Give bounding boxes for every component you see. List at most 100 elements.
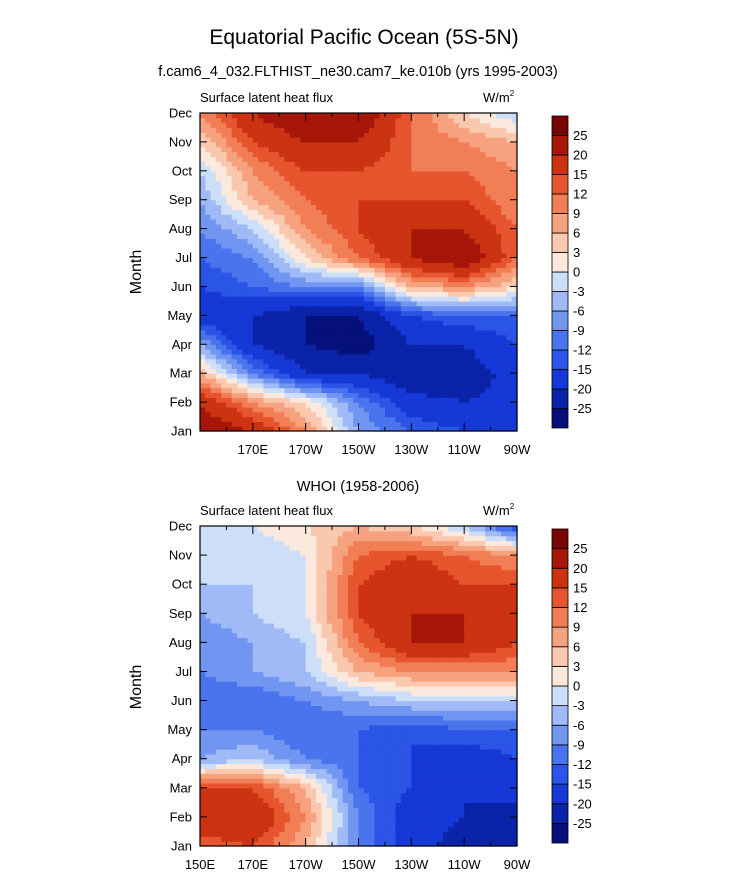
heatmap-cell (363, 368, 370, 374)
heatmap-cell (427, 223, 434, 230)
heatmap-cell (448, 841, 455, 847)
heatmap-cell (453, 146, 460, 153)
heatmap-cell (279, 329, 286, 336)
heatmap-cell (300, 325, 307, 331)
heatmap-cell (205, 406, 212, 413)
heatmap-cell (252, 291, 259, 297)
heatmap-cell (263, 185, 270, 191)
heatmap-cell (231, 122, 238, 129)
heatmap-cell (236, 353, 243, 360)
heatmap-cell (416, 238, 423, 244)
heatmap-cell (215, 325, 222, 331)
y-tick-label: Mar (170, 366, 193, 381)
heatmap-cell (258, 325, 264, 331)
heatmap-cell (200, 841, 206, 847)
heatmap-cell (369, 406, 375, 413)
heatmap-cell (332, 190, 338, 196)
heatmap-cell (495, 416, 502, 422)
heatmap-cell (279, 392, 286, 398)
heatmap-cell (221, 151, 228, 157)
heatmap-cell (226, 127, 233, 133)
heatmap-cell (236, 209, 243, 215)
heatmap-cell (231, 180, 238, 186)
heatmap-cell (458, 175, 465, 182)
heatmap-cell (284, 233, 291, 239)
heatmap-cell (384, 214, 391, 220)
heatmap-cell (374, 233, 381, 239)
heatmap-cell (458, 373, 465, 379)
heatmap-cell (200, 175, 206, 182)
heatmap-cell (474, 782, 481, 789)
heatmap-cell (379, 252, 386, 259)
heatmap-cell (443, 113, 449, 119)
heatmap-cell (485, 132, 492, 138)
heatmap-cell (295, 291, 301, 297)
heatmap-cell (273, 252, 280, 259)
heatmap-cell (226, 262, 233, 268)
heatmap-cell (448, 334, 455, 341)
heatmap-cell (310, 836, 317, 842)
heatmap-cell (395, 233, 402, 239)
heatmap-cell (210, 122, 217, 129)
heatmap-cell (300, 320, 307, 326)
heatmap-cell (221, 223, 228, 230)
heatmap-cell (215, 831, 222, 837)
heatmap-cell (284, 421, 291, 427)
heatmap-cell (279, 180, 286, 186)
heatmap-cell (242, 127, 249, 133)
heatmap-cell (374, 325, 381, 331)
heatmap-cell (221, 778, 228, 784)
heatmap-cell (490, 185, 497, 191)
heatmap-cell (384, 812, 391, 818)
heatmap-cell (337, 238, 344, 244)
heatmap-cell (501, 161, 508, 167)
heatmap-cell (258, 421, 264, 427)
heatmap-cell (501, 199, 508, 206)
heatmap-cell (427, 113, 434, 119)
heatmap-cell (305, 166, 312, 172)
heatmap-cell (421, 816, 428, 823)
heatmap-cell (448, 373, 455, 379)
heatmap-cell (427, 141, 434, 148)
heatmap-cell (485, 228, 492, 235)
heatmap-cell (511, 262, 518, 268)
heatmap-cell (258, 406, 264, 413)
heatmap-cell (390, 797, 397, 803)
heatmap-cell (501, 826, 508, 833)
heatmap-cell (443, 180, 449, 186)
heatmap-cell (316, 812, 323, 818)
heatmap-cell (464, 334, 471, 341)
heatmap-cell (453, 778, 460, 784)
heatmap-cell (453, 821, 460, 828)
heatmap-cell (205, 151, 212, 157)
heatmap-cell (384, 185, 391, 191)
heatmap-cell (495, 233, 502, 239)
heatmap-cell (474, 146, 481, 153)
heatmap-cell (247, 353, 254, 360)
heatmap-cell (432, 353, 439, 360)
heatmap-cell (469, 276, 476, 283)
heatmap-cell (289, 797, 296, 803)
heatmap-cell (490, 113, 497, 119)
heatmap-cell (268, 358, 275, 365)
panel-observations: WHOI (1958-2006) Surface latent heat flu… (128, 479, 592, 872)
heatmap-cell (390, 228, 397, 235)
heatmap-cell (369, 262, 375, 268)
heatmap-cell (310, 243, 317, 249)
heatmap-cell (363, 310, 370, 316)
heatmap-cell (490, 286, 497, 292)
heatmap-cell (273, 276, 280, 283)
heatmap-cell (374, 406, 381, 413)
heatmap-cell (321, 787, 328, 794)
heatmap-cell (411, 329, 418, 336)
heatmap-cell (273, 262, 280, 268)
heatmap-cell (310, 812, 317, 818)
heatmap-cell (310, 113, 317, 119)
heatmap-cell (221, 831, 228, 837)
heatmap-cell (358, 329, 365, 336)
heatmap-cell (490, 426, 497, 432)
heatmap-cell (226, 373, 233, 379)
heatmap-cell (506, 841, 513, 847)
heatmap-cell (284, 329, 291, 336)
heatmap-cell (469, 397, 476, 403)
